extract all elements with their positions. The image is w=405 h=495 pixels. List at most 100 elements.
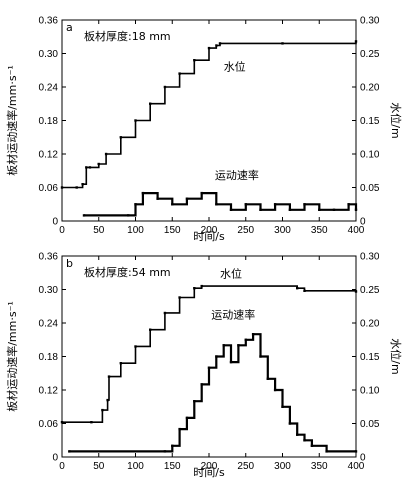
series-point-motion-rate [244, 338, 247, 341]
chart-panel-a: 0 50 100 150 200 250 300 350 40000.060.120.180.2… [5, 16, 403, 244]
y-right-tick-label: 0 [360, 217, 366, 228]
series-point-water-level [88, 166, 92, 169]
y-right-tick-label: 0.20 [360, 83, 380, 94]
series-point-water-level [81, 183, 84, 186]
chart-panel-b: 0 50 100 150 200 250 300 350 40000.060.120.180.2… [5, 252, 403, 480]
x-tick-label: 0 [59, 225, 65, 236]
x-tick-label: 250 [237, 225, 254, 236]
thickness-annotation: 板材厚度:54 mm [84, 265, 171, 279]
y-right-axis-label: 水位/m [389, 338, 403, 374]
series-point-motion-rate [288, 208, 292, 211]
series-point-motion-rate [318, 208, 321, 211]
y-left-tick-label: 0.06 [39, 419, 59, 430]
y-right-tick-label: 0.05 [360, 419, 380, 430]
x-tick-label: 300 [274, 461, 291, 472]
series-point-motion-rate [185, 416, 189, 420]
series-point-motion-rate [354, 208, 358, 211]
series-point-motion-rate [273, 388, 277, 392]
x-tick-label: 100 [127, 461, 144, 472]
series-point-motion-rate [347, 203, 350, 206]
series-point-water-level [119, 362, 122, 365]
y-left-tick-label: 0.12 [39, 150, 59, 161]
x-tick-label: 200 [201, 461, 218, 472]
series-point-motion-rate [266, 377, 269, 380]
series-point-water-level [354, 290, 358, 293]
y-right-tick-label: 0.10 [360, 150, 380, 161]
series-point-motion-rate [259, 208, 262, 211]
y-left-tick-label: 0.06 [39, 183, 59, 194]
x-tick-label: 100 [127, 225, 144, 236]
x-tick-label: 400 [348, 225, 365, 236]
series-point-water-level [85, 166, 88, 169]
series-point-water-level [149, 328, 152, 331]
series-line-motion-rate [84, 192, 358, 217]
series-point-motion-rate [215, 355, 218, 358]
x-tick-label: 200 [201, 225, 218, 236]
y-right-tick-label: 0.20 [360, 319, 380, 330]
series-point-motion-rate [303, 203, 306, 206]
series-point-water-level [281, 42, 284, 45]
series-point-water-level [193, 287, 196, 290]
series-point-water-level [60, 186, 64, 189]
series-point-water-level [60, 421, 64, 424]
series-point-water-level [90, 421, 93, 424]
series-point-water-level [207, 46, 211, 50]
series-point-motion-rate [171, 203, 174, 206]
x-tick-label: 150 [164, 225, 181, 236]
series-point-water-level [178, 296, 181, 299]
series-point-water-level [163, 311, 167, 315]
panel-label: b [66, 257, 73, 270]
series-point-motion-rate [134, 203, 137, 206]
x-tick-label: 250 [237, 461, 254, 472]
series-point-motion-rate [296, 433, 299, 436]
series-point-motion-rate [332, 208, 336, 211]
series-point-water-level [134, 119, 137, 122]
series-point-water-level [193, 59, 196, 62]
y-right-axis-label: 水位/m [389, 102, 403, 138]
series-point-motion-rate [259, 355, 262, 358]
x-tick-label: 0 [59, 461, 65, 472]
series-point-water-level [97, 162, 100, 166]
x-tick-label: 50 [93, 225, 105, 236]
series-point-water-level [134, 345, 137, 348]
panel-label: a [66, 21, 73, 34]
y-left-tick-label: 0.18 [39, 116, 59, 127]
water-level-label: 水位 [224, 59, 246, 73]
series-point-motion-rate [163, 450, 167, 453]
y-right-tick-label: 0.05 [360, 183, 380, 194]
x-axis-label: 时间/s [193, 230, 225, 243]
series-point-motion-rate [288, 422, 292, 425]
series-point-motion-rate [141, 191, 145, 195]
series-point-motion-rate [215, 203, 218, 206]
series-point-motion-rate [325, 450, 328, 453]
series-line-water-level [62, 41, 357, 189]
series-point-motion-rate [156, 197, 159, 200]
y-right-tick-label: 0.30 [360, 16, 380, 27]
y-left-tick-label: 0.18 [39, 352, 59, 363]
series-point-water-level [149, 102, 152, 105]
y-right-tick-label: 0.15 [360, 116, 380, 127]
series-point-water-level [107, 375, 111, 378]
series-point-motion-rate [229, 360, 233, 364]
series-point-water-level [296, 287, 299, 290]
series-point-water-level [354, 40, 358, 43]
series-point-water-level [215, 44, 218, 47]
series-point-motion-rate [222, 344, 225, 347]
y-left-tick-label: 0.36 [39, 252, 59, 263]
series-point-motion-rate [127, 214, 130, 217]
series-point-motion-rate [82, 214, 86, 217]
series-point-motion-rate [251, 333, 255, 336]
series-point-motion-rate [354, 450, 358, 453]
y-right-tick-label: 0.10 [360, 386, 380, 397]
y-left-tick-label: 0.24 [39, 83, 59, 94]
y-left-axis-label: 板材运动速率/mm·s⁻¹ [5, 65, 19, 176]
series-point-motion-rate [200, 191, 203, 195]
series-point-water-level [218, 42, 222, 45]
series-point-motion-rate [68, 450, 71, 453]
y-right-tick-label: 0 [360, 453, 366, 464]
series-point-water-level [104, 152, 108, 156]
x-tick-label: 350 [311, 461, 328, 472]
y-left-axis-label: 板材运动速率/mm·s⁻¹ [5, 301, 19, 412]
y-left-tick-label: 0.36 [39, 16, 59, 27]
